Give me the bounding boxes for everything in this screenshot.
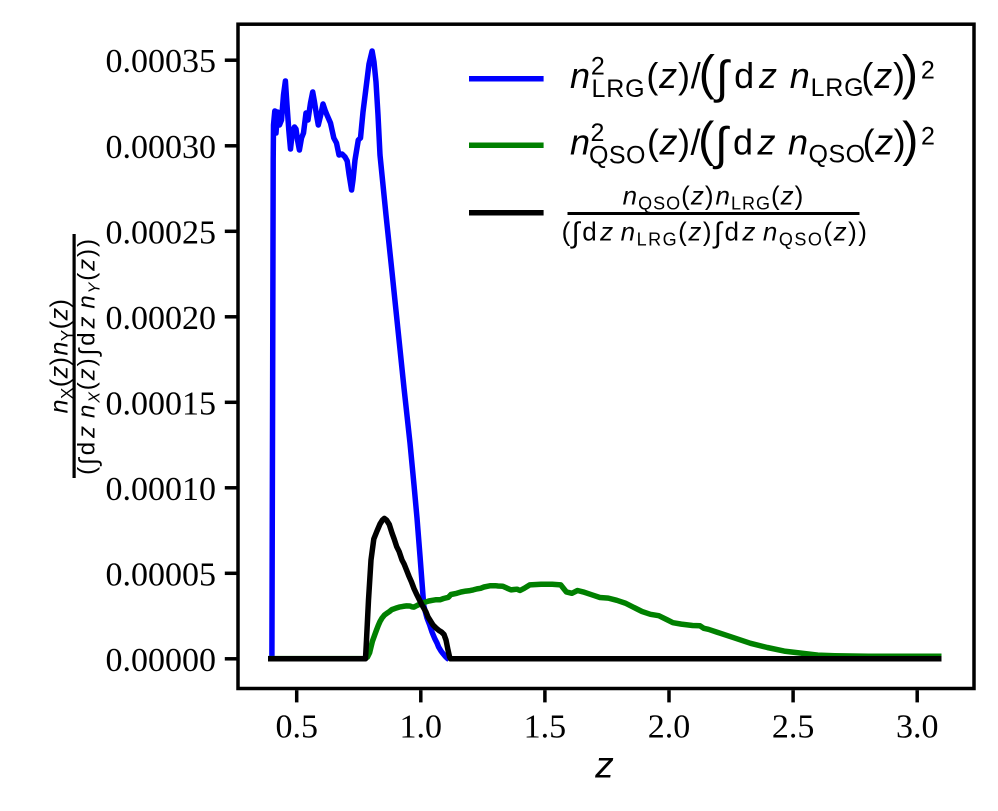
svg-text:0.00005: 0.00005 xyxy=(106,556,217,593)
svg-text:0.00030: 0.00030 xyxy=(106,129,217,166)
svg-text:0.00020: 0.00020 xyxy=(106,300,217,337)
svg-text:0.00010: 0.00010 xyxy=(106,471,217,508)
svg-text:3.0: 3.0 xyxy=(896,708,939,745)
svg-text:2.0: 2.0 xyxy=(648,708,691,745)
svg-text:2.5: 2.5 xyxy=(772,708,815,745)
svg-text:nX(z)nY(z): nX(z)nY(z) xyxy=(45,299,76,414)
svg-text:1.5: 1.5 xyxy=(524,708,567,745)
svg-text:0.00035: 0.00035 xyxy=(106,43,217,80)
svg-text:nQSO(z)nLRG(z): nQSO(z)nLRG(z) xyxy=(623,181,805,214)
svg-text:0.00025: 0.00025 xyxy=(106,214,217,251)
svg-text:0.5: 0.5 xyxy=(275,708,318,745)
svg-text:1.0: 1.0 xyxy=(400,708,443,745)
svg-text:z: z xyxy=(594,745,614,786)
svg-text:0.00000: 0.00000 xyxy=(106,642,217,679)
svg-text:(∫dznX(z)∫dznY(z)): (∫dznX(z)∫dznY(z)) xyxy=(73,237,103,475)
svg-text:0.00015: 0.00015 xyxy=(106,385,217,422)
